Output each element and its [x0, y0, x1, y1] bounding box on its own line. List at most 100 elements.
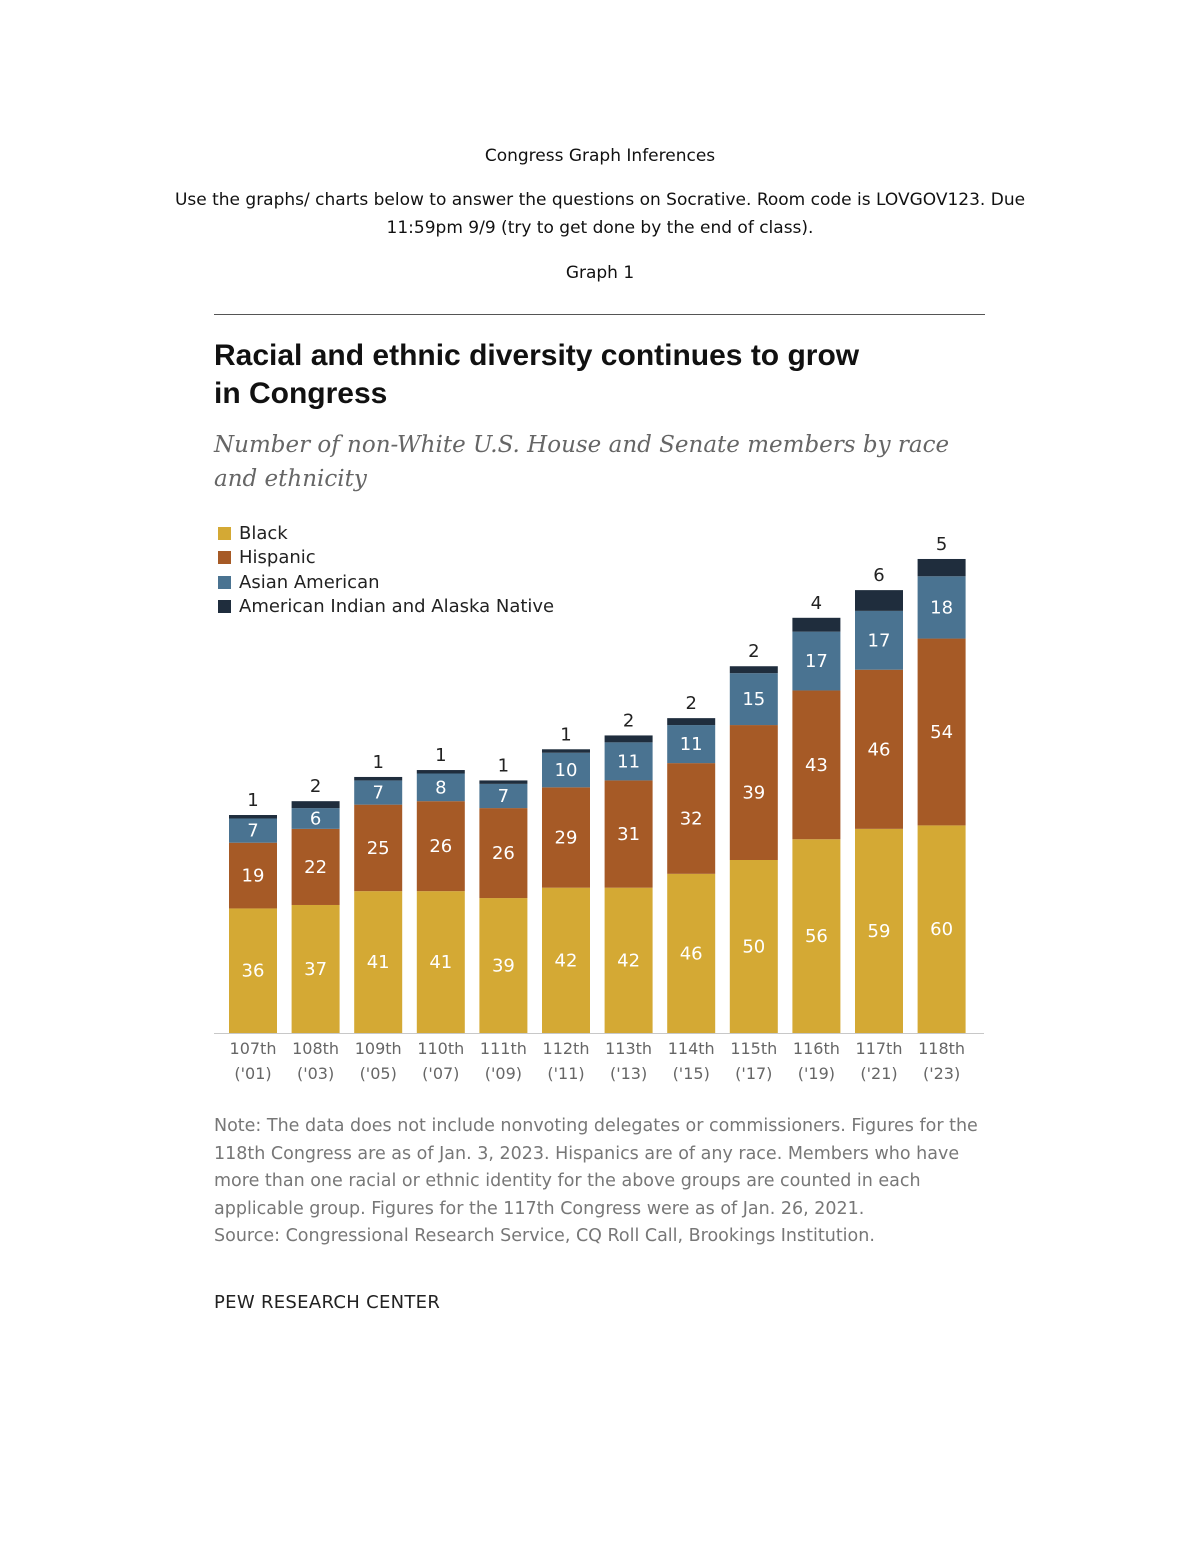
data-label-american-indian-and-alaska-native-114th: 2 [685, 693, 696, 714]
chart-top-rule [214, 314, 985, 315]
bar-black-111th [479, 898, 528, 1033]
data-label-hispanic-115th: 39 [742, 783, 765, 804]
x-tick-label-115th: 115th [730, 1039, 777, 1058]
x-tick-label-109th: 109th [355, 1039, 402, 1058]
data-label-american-indian-and-alaska-native-117th: 6 [873, 565, 884, 586]
bar-hispanic-107th [229, 842, 277, 909]
bar-asian-american-112th [542, 752, 590, 788]
bar-hispanic-110th [416, 801, 465, 892]
bar-hispanic-112th [542, 787, 590, 888]
x-tick-label-117th: 117th [856, 1039, 903, 1058]
data-label-black-108th: 37 [304, 959, 327, 980]
data-label-black-110th: 41 [429, 952, 452, 973]
data-label-hispanic-107th: 19 [242, 866, 265, 887]
bar-black-112th [542, 887, 590, 1033]
data-label-asian-american-107th: 7 [247, 821, 258, 842]
data-label-american-indian-and-alaska-native-116th: 4 [811, 593, 822, 614]
bar-hispanic-108th [291, 828, 340, 905]
data-label-hispanic-113th: 31 [617, 824, 640, 845]
data-label-hispanic-117th: 46 [868, 739, 891, 760]
data-label-black-109th: 41 [367, 952, 390, 973]
x-tick-year-115th: ('17) [735, 1064, 772, 1083]
data-label-black-114th: 46 [680, 943, 703, 964]
x-tick-year-111th: ('09) [485, 1064, 522, 1083]
bar-black-113th [604, 887, 653, 1033]
bar-american-indian-and-alaska-native-118th [917, 558, 966, 577]
data-label-hispanic-108th: 22 [304, 857, 327, 878]
data-label-black-116th: 56 [805, 926, 828, 947]
bar-black-108th [291, 904, 340, 1033]
legend-swatch-asian-american [218, 575, 231, 589]
bar-black-107th [229, 908, 277, 1033]
data-label-asian-american-109th: 7 [372, 783, 383, 804]
x-tick-label-114th: 114th [668, 1039, 715, 1058]
bar-asian-american-118th [917, 576, 966, 639]
bar-asian-american-117th [855, 610, 903, 670]
data-label-hispanic-109th: 25 [367, 838, 390, 859]
data-label-asian-american-115th: 15 [742, 689, 765, 710]
legend-swatch-hispanic [218, 550, 231, 564]
data-label-asian-american-108th: 6 [310, 808, 321, 829]
bar-hispanic-115th [729, 725, 778, 860]
legend-label-asian-american: Asian American [239, 571, 380, 593]
document-title: Congress Graph Inferences [484, 146, 716, 166]
data-label-asian-american-113th: 11 [617, 751, 640, 772]
bar-hispanic-117th [855, 669, 903, 829]
x-tick-label-113th: 113th [605, 1039, 652, 1058]
legend-label-hispanic: Hispanic [239, 546, 316, 568]
organization-name: PEW RESEARCH CENTER [214, 1292, 441, 1313]
bar-hispanic-111th [479, 808, 528, 899]
bar-asian-american-107th [229, 818, 277, 843]
bar-american-indian-and-alaska-native-116th [792, 617, 841, 632]
data-label-hispanic-118th: 54 [930, 722, 953, 743]
chart-title: Racial and ethnic diversity continues to… [214, 337, 984, 413]
data-label-asian-american-112th: 10 [555, 760, 578, 781]
data-label-american-indian-and-alaska-native-111th: 1 [498, 755, 509, 776]
data-label-black-107th: 36 [242, 961, 265, 982]
bar-asian-american-114th [667, 725, 716, 764]
bar-american-indian-and-alaska-native-110th [416, 770, 465, 774]
x-tick-year-108th: ('03) [297, 1064, 334, 1083]
chart-title-line-2: in Congress [214, 377, 388, 410]
bar-asian-american-116th [792, 631, 841, 691]
data-label-american-indian-and-alaska-native-107th: 1 [247, 790, 258, 811]
chart-subtitle-line-1: Number of non-White U.S. House and Senat… [214, 432, 950, 458]
data-label-american-indian-and-alaska-native-112th: 1 [560, 724, 571, 745]
x-tick-year-118th: ('23) [923, 1064, 960, 1083]
graph-label: Graph 1 [565, 263, 635, 283]
instructions-line-1: Use the graphs/ charts below to answer t… [174, 190, 1026, 210]
data-label-asian-american-110th: 8 [435, 777, 446, 798]
bar-american-indian-and-alaska-native-114th [667, 718, 716, 726]
bar-american-indian-and-alaska-native-108th [291, 801, 340, 809]
data-label-asian-american-116th: 17 [805, 651, 828, 672]
bar-black-114th [667, 873, 716, 1033]
data-label-asian-american-111th: 7 [498, 786, 509, 807]
bar-american-indian-and-alaska-native-109th [354, 776, 403, 781]
stacked-bar-chart: 361971107th('01)372262108th('03)41257110… [214, 534, 984, 1083]
bar-black-118th [917, 825, 966, 1033]
legend-item-hispanic: Hispanic [218, 546, 316, 568]
bar-asian-american-111th [479, 783, 528, 809]
data-label-asian-american-118th: 18 [930, 597, 953, 618]
bar-black-109th [354, 891, 403, 1033]
data-label-hispanic-110th: 26 [429, 836, 452, 857]
bar-black-110th [416, 891, 465, 1033]
bar-american-indian-and-alaska-native-107th [229, 815, 277, 819]
data-label-hispanic-112th: 29 [555, 828, 578, 849]
x-tick-label-112th: 112th [543, 1039, 590, 1058]
bar-american-indian-and-alaska-native-115th [729, 666, 778, 674]
data-label-hispanic-114th: 32 [680, 808, 703, 829]
bar-black-117th [855, 828, 903, 1033]
data-label-american-indian-and-alaska-native-115th: 2 [748, 641, 759, 662]
x-tick-year-117th: ('21) [860, 1064, 897, 1083]
bar-black-116th [792, 839, 841, 1033]
legend-item-american-indian: American Indian and Alaska Native [218, 595, 554, 617]
data-label-black-115th: 50 [742, 937, 765, 958]
bar-american-indian-and-alaska-native-113th [604, 735, 653, 743]
legend-swatch-american-indian [218, 599, 231, 613]
data-label-asian-american-114th: 11 [680, 734, 703, 755]
bar-asian-american-110th [416, 773, 465, 802]
bar-hispanic-113th [604, 780, 653, 888]
data-label-black-111th: 39 [492, 956, 515, 977]
data-label-american-indian-and-alaska-native-110th: 1 [435, 745, 446, 766]
